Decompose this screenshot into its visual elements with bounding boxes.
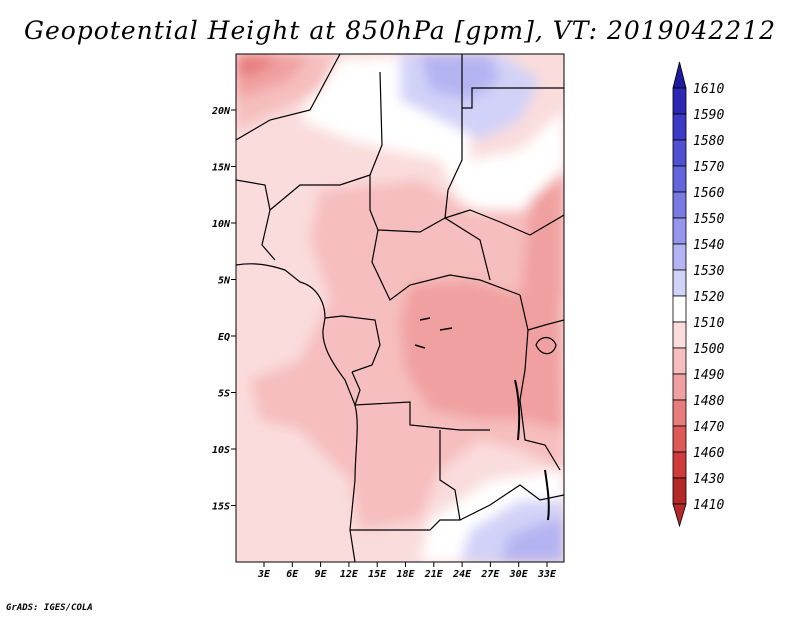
colorbar-label: 1460 <box>693 446 724 461</box>
chart-title: Geopotential Height at 850hPa [gpm], VT:… <box>23 16 777 45</box>
border-central-north <box>269 174 521 301</box>
coastline-west <box>236 263 358 562</box>
colorbar-swatch <box>672 451 687 479</box>
colorbar-swatch <box>672 191 687 219</box>
latitude-axis: 20N 15N 10N 5N EQ 5S 10S 15S <box>211 106 236 513</box>
colorbar-label: 1480 <box>693 394 724 409</box>
colorbar-swatch <box>672 373 687 401</box>
colorbar-label: 1500 <box>693 342 724 357</box>
field-1510-north <box>300 54 564 230</box>
colorbar-label: 1520 <box>693 290 724 305</box>
border-drc-angola <box>351 371 490 431</box>
colorbar-label: 1580 <box>693 134 724 149</box>
colorbar-swatch <box>672 165 687 193</box>
colorbar-swatch <box>672 269 687 297</box>
shaded-field <box>236 54 564 562</box>
colorbar-label: 1570 <box>693 160 724 175</box>
colorbar-label: 1530 <box>693 264 724 279</box>
colorbar-label: 1410 <box>693 498 724 513</box>
border-gabon-congo <box>324 315 381 373</box>
colorbar-swatch <box>672 347 687 375</box>
lake-victoria <box>535 336 557 355</box>
field-1470-nw <box>236 54 280 78</box>
country-borders <box>236 54 564 562</box>
colorbar-swatch <box>672 295 687 323</box>
border-niger-chad <box>369 71 383 176</box>
lon-tick-label: 33E <box>537 569 557 580</box>
colorbar-label: 1430 <box>693 472 724 487</box>
lake-malawi <box>544 469 550 521</box>
field-1530-south <box>500 520 564 562</box>
colorbar-swatch <box>672 139 687 167</box>
lake-tanganyika <box>514 379 521 441</box>
lon-tick-label: 21E <box>424 569 444 580</box>
colorbar-label: 1470 <box>693 420 724 435</box>
colorbar-arrow-top <box>672 61 687 89</box>
colorbar-swatch <box>672 113 687 141</box>
field-1480-congo <box>400 280 564 430</box>
border-uganda <box>527 319 564 331</box>
lat-tick-label: 20N <box>211 106 231 117</box>
lon-tick-label: 24E <box>452 569 472 580</box>
colorbar: 1610 1590 1580 1570 1560 1550 1540 1530 1520 1510… <box>672 61 724 528</box>
colorbar-swatch <box>672 87 687 115</box>
lon-tick-label: 12E <box>340 569 359 580</box>
lon-tick-label: 3E <box>257 569 271 580</box>
colorbar-label: 1490 <box>693 368 724 383</box>
colorbar-swatch <box>672 477 687 505</box>
colorbar-swatch <box>672 321 687 349</box>
river-segments <box>414 317 453 349</box>
colorbar-label: 1550 <box>693 212 724 227</box>
lat-tick-label: 10S <box>212 445 230 456</box>
map-frame <box>235 53 565 563</box>
border-egypt-sudan <box>462 87 564 109</box>
lon-tick-label: 18E <box>396 569 415 580</box>
lon-tick-label: 9E <box>315 569 328 580</box>
lat-tick-label: 5S <box>218 389 230 400</box>
lon-tick-label: 27E <box>480 569 500 580</box>
grads-credit: GrADS: IGES/COLA <box>6 603 93 613</box>
lat-tick-label: EQ <box>218 332 230 343</box>
colorbar-arrow-bottom <box>672 503 687 528</box>
border-angola-south <box>350 430 461 531</box>
longitude-axis: 3E 6E 9E 12E 15E 18E 21E 24E 27E 30E 33E <box>257 562 557 580</box>
lat-tick-label: 5N <box>218 276 231 287</box>
lat-tick-label: 10N <box>212 219 231 230</box>
colorbar-label: 1510 <box>693 316 724 331</box>
colorbar-label: 1590 <box>693 108 724 123</box>
border-libya-egypt <box>444 54 463 219</box>
colorbar-label: 1610 <box>693 82 724 97</box>
border-north-west <box>236 54 341 141</box>
colorbar-label: 1540 <box>693 238 724 253</box>
lon-tick-label: 15E <box>368 569 387 580</box>
lat-tick-label: 15N <box>212 163 231 174</box>
lon-tick-label: 30E <box>509 569 529 580</box>
colorbar-swatch <box>672 399 687 427</box>
lat-tick-label: 15S <box>212 502 230 513</box>
colorbar-swatch <box>672 217 687 245</box>
colorbar-swatch <box>672 425 687 453</box>
colorbar-label: 1560 <box>693 186 724 201</box>
border-sudan-south <box>444 209 564 236</box>
lon-tick-label: 6E <box>286 569 299 580</box>
field-1480-east <box>520 170 564 300</box>
colorbar-swatch <box>672 243 687 271</box>
